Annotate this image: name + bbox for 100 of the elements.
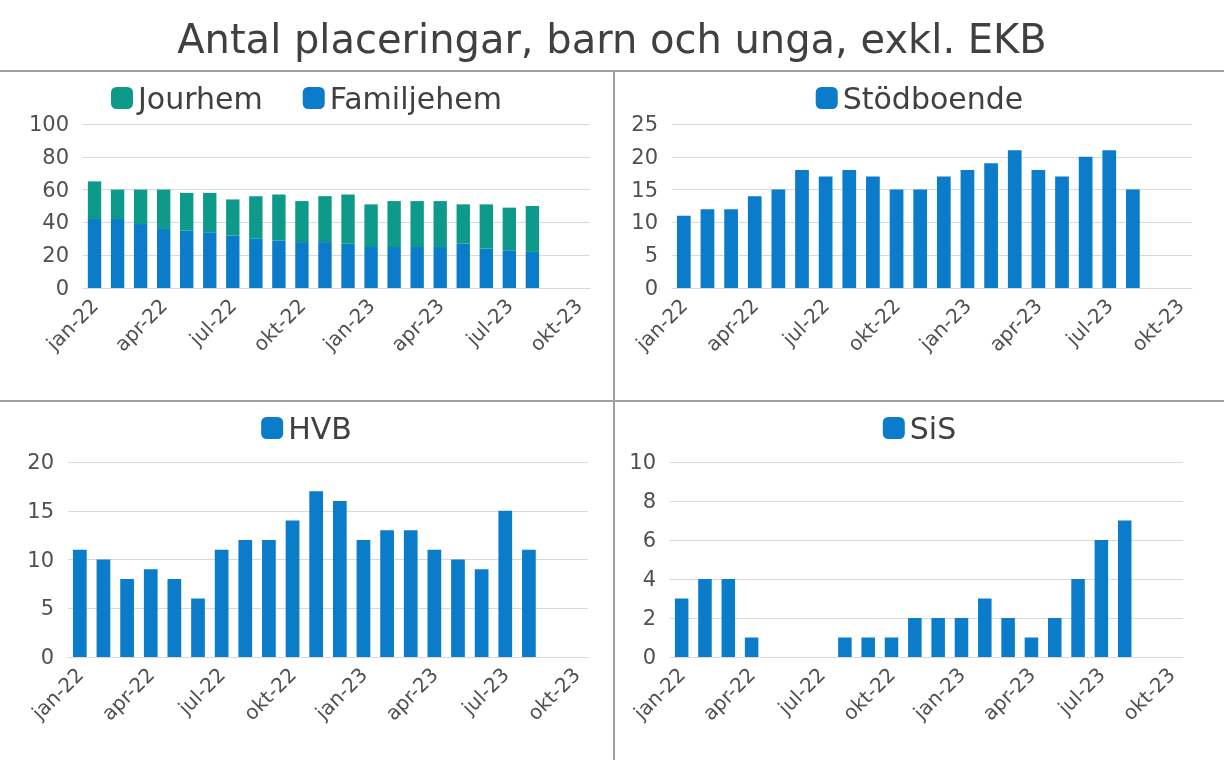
legend-label: SiS (909, 410, 957, 446)
bar (133, 224, 148, 288)
bar (498, 510, 513, 657)
legend-label: HVB (288, 410, 352, 446)
bar (226, 235, 240, 288)
bar (1071, 579, 1085, 657)
legend-label: Stödboende (842, 80, 1024, 116)
y-tick-label: 25 (631, 112, 658, 136)
y-tick-label: 60 (42, 177, 69, 202)
bar (433, 201, 447, 247)
y-tick-label: 6 (642, 528, 656, 552)
bar (203, 232, 217, 288)
y-tick-label: 10 (27, 547, 54, 572)
bar (838, 637, 852, 657)
y-tick-label: 100 (28, 112, 69, 136)
bar (700, 209, 715, 288)
bar (1055, 176, 1069, 288)
bar (410, 201, 424, 247)
bar (133, 189, 148, 225)
y-tick-label: 5 (40, 596, 54, 621)
y-tick-label: 0 (55, 276, 69, 300)
bar (456, 204, 470, 244)
bar (410, 247, 424, 288)
bar (908, 618, 922, 657)
bar (203, 192, 217, 233)
bar (1117, 520, 1132, 657)
bar (387, 201, 401, 247)
bar (341, 194, 355, 244)
bar (427, 549, 442, 657)
bar (143, 569, 158, 657)
y-tick-label: 5 (644, 243, 658, 268)
bar (191, 598, 205, 657)
y-tick-label: 10 (631, 210, 658, 235)
bar (87, 219, 102, 288)
bar (1007, 150, 1022, 288)
bar (984, 163, 998, 288)
chart-title: Antal placeringar, barn och unga, exkl. EKB (176, 15, 1048, 64)
bar (861, 637, 875, 657)
bar (1031, 169, 1046, 288)
y-tick-label: 80 (42, 144, 69, 169)
bar (1024, 637, 1039, 657)
bar (1094, 540, 1109, 657)
bar (698, 579, 712, 657)
bar (110, 189, 125, 220)
bar (1078, 156, 1093, 288)
bar (474, 569, 489, 657)
bar (842, 169, 857, 288)
bar (295, 242, 309, 288)
bar (341, 243, 355, 288)
bar (180, 192, 194, 231)
bar (1047, 618, 1062, 657)
bar (1001, 618, 1015, 657)
y-tick-label: 0 (644, 276, 658, 300)
bar (721, 579, 736, 657)
bar (525, 251, 540, 288)
y-tick-label: 8 (642, 489, 656, 513)
bar (364, 247, 378, 288)
bar (120, 579, 134, 657)
y-tick-label: 20 (42, 243, 69, 268)
bar (771, 189, 786, 288)
bar (747, 196, 762, 288)
bar (744, 637, 759, 657)
bar (285, 520, 300, 657)
bar (262, 540, 276, 657)
bar (110, 219, 125, 288)
bar (674, 598, 689, 657)
bar (1102, 150, 1117, 288)
bar (978, 598, 992, 657)
bar (318, 242, 332, 288)
bar (451, 559, 465, 657)
bar (502, 250, 517, 288)
bar (295, 201, 309, 243)
bar (238, 540, 253, 657)
bar (156, 189, 171, 229)
bar (676, 215, 691, 288)
bar (72, 549, 87, 657)
bar (1126, 189, 1140, 288)
bar (272, 240, 286, 288)
bar (456, 243, 470, 288)
bar (226, 199, 240, 236)
bar (214, 549, 229, 657)
bar (249, 238, 263, 288)
bar (936, 176, 951, 288)
bar (525, 206, 540, 252)
bar (356, 540, 371, 657)
y-tick-label: 40 (42, 210, 69, 235)
bar (479, 204, 493, 249)
bar (167, 579, 182, 657)
bar (309, 491, 324, 657)
bar (433, 247, 447, 288)
bar (795, 169, 809, 288)
bar (318, 196, 332, 243)
bar (889, 189, 904, 288)
bar (332, 501, 347, 657)
bar (913, 189, 928, 288)
y-tick-label: 0 (642, 645, 656, 669)
bar (364, 204, 378, 247)
y-tick-label: 15 (631, 177, 658, 202)
y-tick-label: 0 (40, 645, 54, 669)
bar (818, 176, 833, 288)
